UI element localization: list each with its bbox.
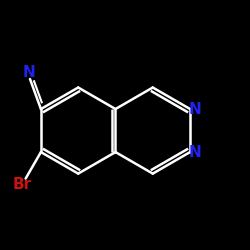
Text: Br: Br <box>13 176 32 192</box>
Text: N: N <box>22 64 35 80</box>
Text: N: N <box>189 102 202 116</box>
Text: N: N <box>189 144 202 160</box>
